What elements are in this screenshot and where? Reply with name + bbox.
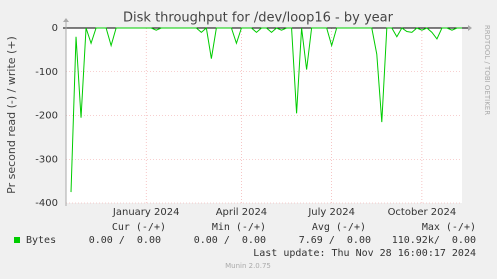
axis-arrow	[468, 25, 472, 31]
stats-cell: 0.00 / 0.00	[89, 235, 161, 246]
stats-cell: 110.92k/ 0.00	[392, 235, 476, 246]
y-tick-label: -400	[35, 198, 58, 209]
y-tick-label: -100	[35, 67, 58, 78]
stats-header: Cur (-/+)	[112, 222, 166, 233]
x-tick-label: April 2024	[216, 207, 267, 218]
last-update: Last update: Thu Nov 28 16:00:17 2024	[253, 248, 476, 259]
data-line	[70, 27, 462, 193]
stats-header: Max (-/+)	[422, 222, 476, 233]
stats-cell: 7.69 / 0.00	[299, 235, 371, 246]
legend-label: Bytes	[26, 235, 56, 246]
version: Munin 2.0.75	[225, 262, 271, 270]
chart-title: Disk throughput for /dev/loop16 - by yea…	[123, 11, 394, 26]
x-tick-label: October 2024	[388, 207, 457, 218]
y-tick-label: -300	[35, 154, 58, 165]
watermark: RRDTOOL / TOBI OETIKER	[483, 25, 491, 115]
x-tick-label: July 2024	[307, 207, 355, 218]
stats-header: Avg (-/+)	[312, 222, 366, 233]
legend-swatch	[14, 237, 20, 243]
axis-arrow	[63, 18, 69, 22]
y-axis-label: Pr second read (-) / write (+)	[5, 36, 18, 194]
y-tick-label: -200	[35, 111, 58, 122]
stats-cell: 0.00 / 0.00	[194, 235, 266, 246]
y-tick-label: 0	[52, 23, 58, 34]
x-tick-label: January 2024	[112, 207, 180, 218]
stats-header: Min (-/+)	[212, 222, 266, 233]
